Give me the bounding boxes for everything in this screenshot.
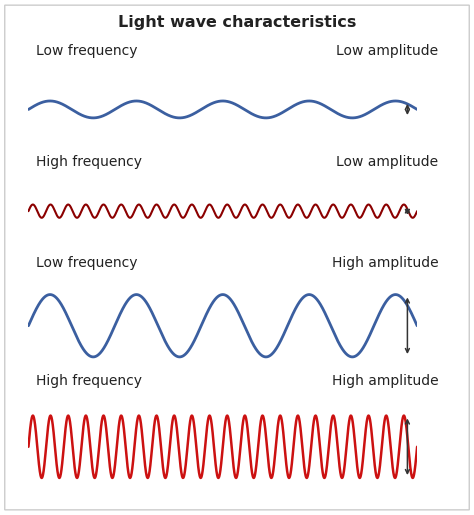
Text: Low frequency: Low frequency — [36, 255, 137, 270]
Text: Low amplitude: Low amplitude — [337, 44, 438, 59]
Text: Light wave characteristics: Light wave characteristics — [118, 15, 356, 30]
Text: High frequency: High frequency — [36, 155, 142, 169]
Text: High amplitude: High amplitude — [332, 374, 438, 388]
Text: Low amplitude: Low amplitude — [337, 155, 438, 169]
Text: Low frequency: Low frequency — [36, 44, 137, 59]
Text: High frequency: High frequency — [36, 374, 142, 388]
Text: High amplitude: High amplitude — [332, 255, 438, 270]
